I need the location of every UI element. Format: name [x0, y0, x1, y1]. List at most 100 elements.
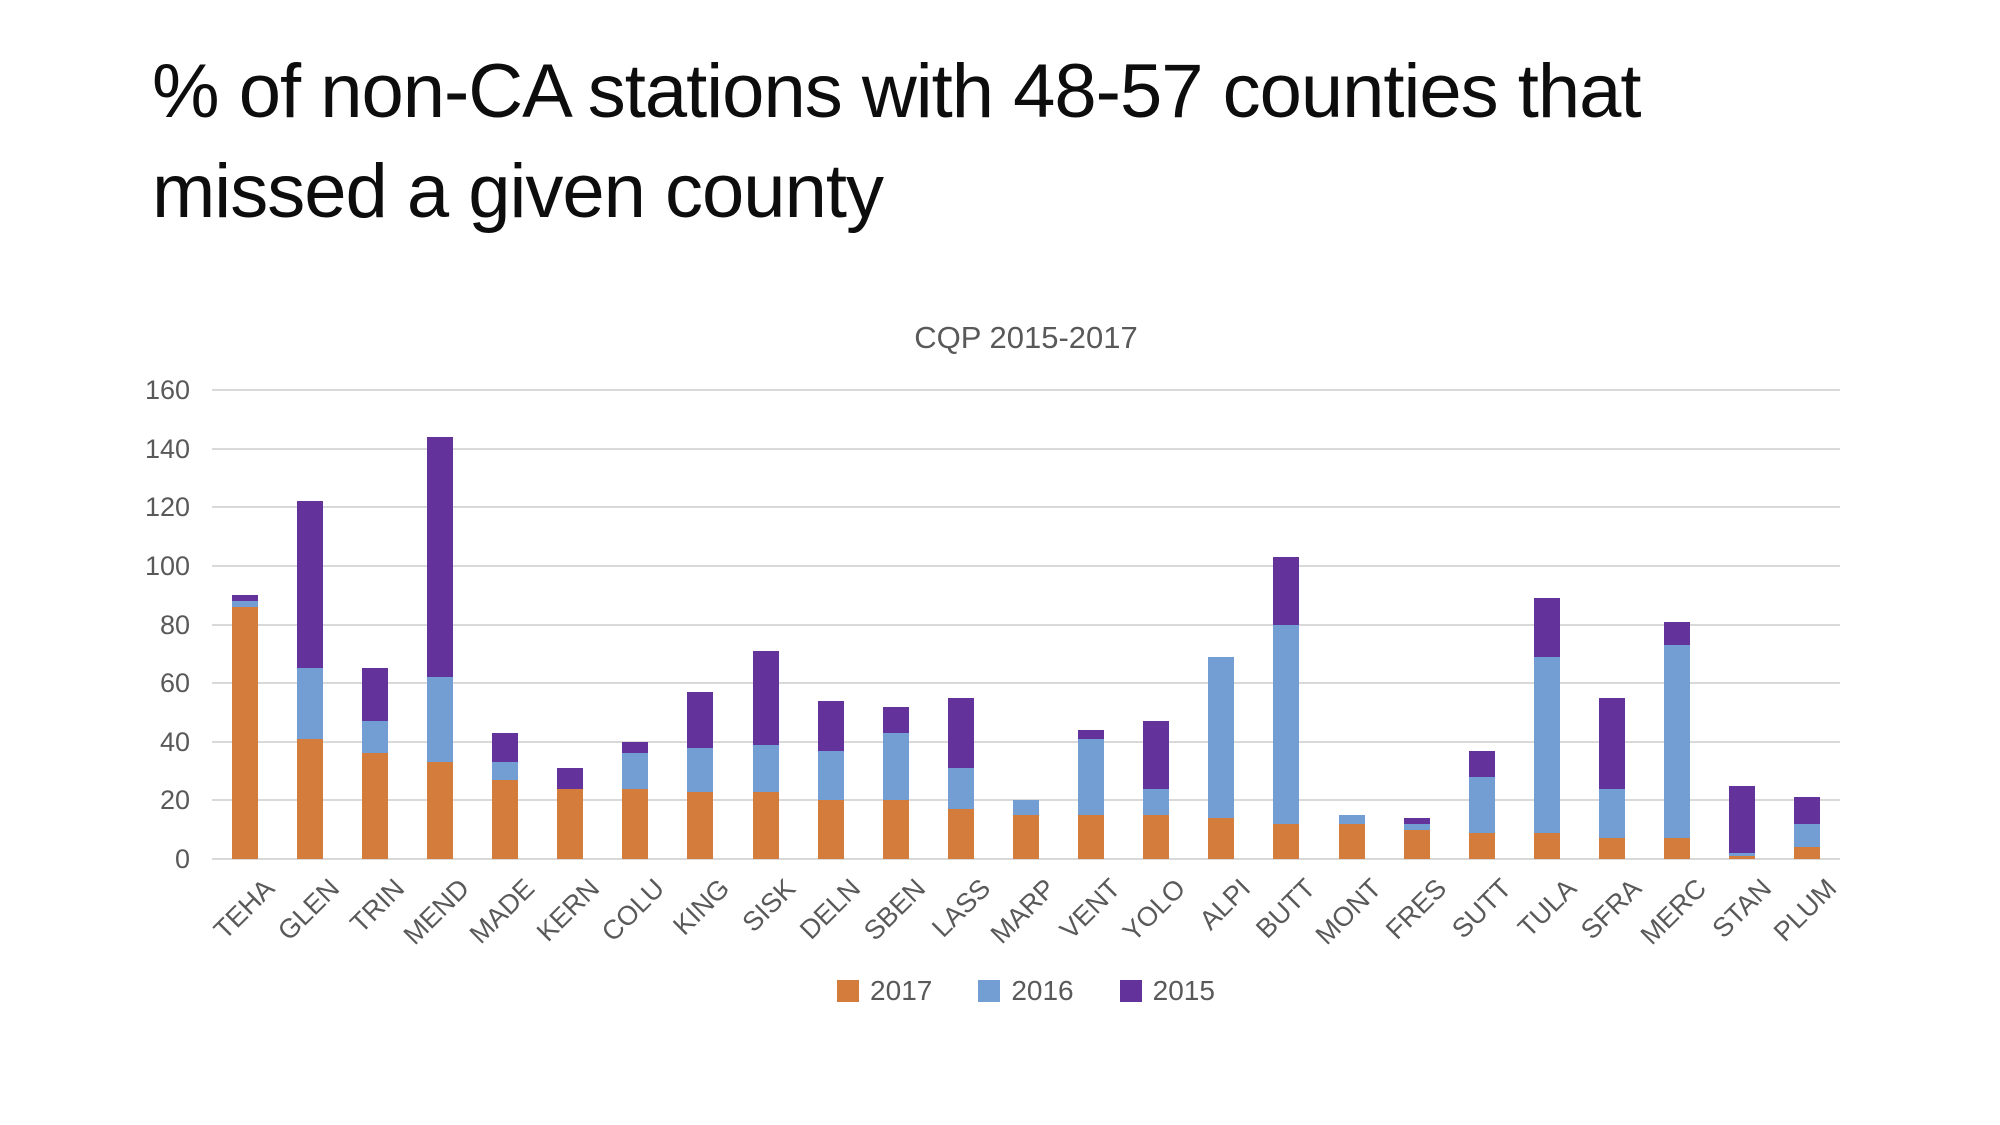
bar-segment-2016-mont	[1338, 815, 1365, 824]
gridline	[212, 447, 1840, 450]
gridline	[212, 506, 1840, 509]
bar-segment-2015-king	[687, 691, 714, 748]
bar-kern	[557, 390, 584, 859]
y-tick-label: 80	[159, 609, 190, 640]
bar-segment-2015-butt	[1273, 557, 1300, 625]
bar-king	[687, 390, 714, 859]
bar-segment-2016-mend	[426, 677, 453, 763]
y-tick-label: 20	[159, 785, 190, 816]
bar-segment-2017-colu	[622, 788, 649, 859]
y-tick-label: 120	[144, 492, 190, 523]
bar-segment-2016-made	[492, 762, 519, 780]
bar-segment-2017-deln	[817, 800, 844, 859]
y-tick-label: 160	[144, 375, 190, 405]
bar-segment-2015-tula	[1533, 598, 1560, 657]
x-tick-label-made: MADE	[463, 873, 541, 950]
bar-segment-2017-vent	[1078, 815, 1105, 859]
bar-segment-2016-merc	[1664, 645, 1691, 839]
bar-segment-2016-vent	[1078, 738, 1105, 816]
legend-label-2015: 2015	[1152, 975, 1215, 1006]
y-tick-label: 100	[144, 550, 190, 581]
bar-segment-2017-alpi	[1208, 817, 1235, 859]
x-tick-label-sfra: SFRA	[1575, 873, 1648, 946]
x-tick-label-butt: BUTT	[1250, 873, 1322, 945]
gridline	[212, 682, 1840, 685]
bar-vent	[1078, 390, 1105, 859]
legend-item-2015: 2015	[1119, 975, 1215, 1007]
bar-segment-2015-sfra	[1599, 697, 1626, 789]
bar-segment-2015-vent	[1078, 730, 1105, 739]
x-tick-label-teha: TEHA	[207, 873, 280, 946]
bar-trin	[361, 390, 388, 859]
x-tick-label-sisk: SISK	[736, 873, 801, 938]
bar-segment-2016-sisk	[752, 744, 779, 792]
bar-segment-2015-colu	[622, 741, 649, 754]
bar-segment-2015-glen	[296, 501, 323, 669]
bar-plum	[1794, 390, 1821, 859]
bar-segment-2015-kern	[557, 768, 584, 789]
bar-segment-2015-deln	[817, 700, 844, 751]
bar-sisk	[752, 390, 779, 859]
page-title: % of non-CA stations with 48-57 counties…	[152, 49, 1642, 235]
bar-segment-2017-yolo	[1143, 815, 1170, 859]
bar-segment-2016-sfra	[1599, 788, 1626, 839]
bar-segment-2017-glen	[296, 738, 323, 859]
bar-segment-2017-merc	[1664, 838, 1691, 859]
legend-label-2017: 2017	[870, 975, 933, 1006]
gridline	[212, 623, 1840, 626]
bar-deln	[817, 390, 844, 859]
bar-segment-2016-deln	[817, 750, 844, 801]
bar-segment-2017-made	[492, 779, 519, 859]
bar-segment-2015-yolo	[1143, 721, 1170, 789]
bar-segment-2016-yolo	[1143, 788, 1170, 816]
x-tick-label-sben: SBEN	[857, 873, 931, 947]
bar-segment-2015-stan	[1729, 785, 1756, 854]
bar-sfra	[1599, 390, 1626, 859]
bar-segment-2016-butt	[1273, 624, 1300, 824]
bar-segment-2016-king	[687, 747, 714, 792]
bar-stan	[1729, 390, 1756, 859]
bar-segment-2017-marp	[1013, 815, 1039, 859]
x-tick-label-king: KING	[667, 873, 736, 941]
legend-item-2016: 2016	[978, 975, 1074, 1007]
bar-segment-2016-sben	[882, 732, 909, 801]
x-tick-label-mend: MEND	[397, 873, 476, 951]
bar-segment-2016-teha	[231, 601, 258, 607]
x-tick-label-lass: LASS	[926, 873, 997, 944]
bar-segment-2017-mend	[426, 762, 453, 859]
bar-segment-2017-sisk	[752, 791, 779, 859]
x-tick-label-colu: COLU	[596, 873, 671, 948]
legend-swatch-2015	[1119, 980, 1142, 1002]
x-tick-label-sutt: SUTT	[1445, 873, 1518, 945]
x-tick-label-tula: TULA	[1512, 873, 1583, 944]
legend-swatch-2017	[837, 980, 860, 1002]
x-tick-label-kern: KERN	[531, 873, 606, 948]
y-tick-label: 60	[159, 668, 190, 699]
legend-label-2016: 2016	[1011, 975, 1074, 1006]
gridline	[212, 740, 1840, 743]
bar-segment-2015-made	[492, 732, 519, 763]
bar-segment-2017-sben	[882, 800, 909, 859]
chart-title: CQP 2015-2017	[914, 320, 1138, 355]
x-tick-label-vent: VENT	[1054, 873, 1127, 946]
plot-area	[212, 389, 1840, 860]
x-tick-label-alpi: ALPI	[1193, 873, 1257, 936]
bar-segment-2016-colu	[622, 753, 649, 789]
bar-segment-2016-marp	[1013, 800, 1039, 816]
bar-fres	[1403, 390, 1430, 859]
x-tick-label-glen: GLEN	[271, 873, 345, 947]
bar-teha	[231, 390, 258, 859]
bar-segment-2015-lass	[947, 697, 974, 769]
bar-mend	[426, 390, 453, 859]
bar-mont	[1338, 390, 1365, 859]
bar-segment-2016-plum	[1794, 823, 1821, 848]
bar-segment-2015-trin	[361, 668, 388, 722]
bar-glen	[296, 390, 323, 859]
bar-tula	[1533, 390, 1560, 859]
y-tick-label: 40	[159, 726, 190, 757]
bar-segment-2016-fres	[1403, 823, 1430, 830]
bar-segment-2017-tula	[1533, 832, 1560, 859]
bar-butt	[1273, 390, 1300, 859]
bar-segment-2017-trin	[361, 753, 388, 859]
